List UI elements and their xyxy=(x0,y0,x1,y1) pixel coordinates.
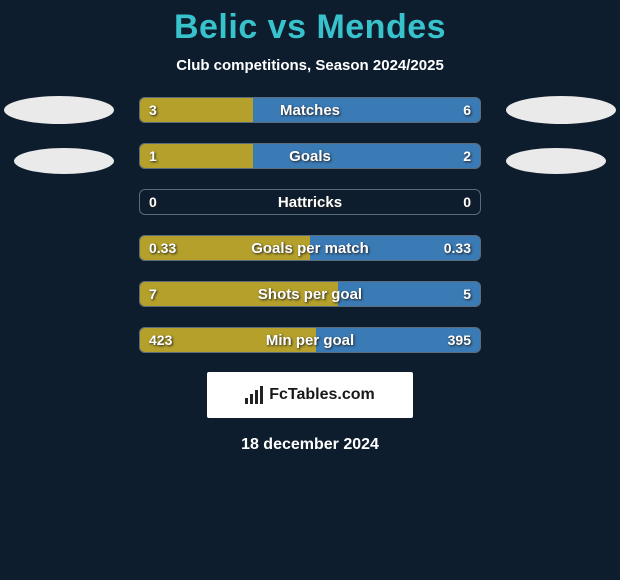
stat-row: 36Matches xyxy=(138,96,482,124)
stat-right-value: 0 xyxy=(463,189,471,215)
stat-row: 12Goals xyxy=(138,142,482,170)
stat-right-fill xyxy=(310,235,481,261)
stat-right-fill xyxy=(253,143,481,169)
brand-badge: FcTables.com xyxy=(207,372,413,418)
brand-text: FcTables.com xyxy=(269,386,375,404)
stat-left-fill xyxy=(139,143,253,169)
page-title: Belic vs Mendes xyxy=(0,0,620,47)
stat-left-value: 0 xyxy=(149,189,157,215)
stat-left-fill xyxy=(139,97,253,123)
stat-left-fill xyxy=(139,281,338,307)
brand-logo-icon xyxy=(245,386,263,404)
stat-right-fill xyxy=(316,327,481,353)
comparison-area: 36Matches 12Goals 0 0Hattricks 0.330.33Goals… xyxy=(0,96,620,354)
date-line: 18 december 2024 xyxy=(0,436,620,454)
stat-row: 75Shots per goal xyxy=(138,280,482,308)
stat-right-fill xyxy=(253,97,481,123)
subtitle: Club competitions, Season 2024/2025 xyxy=(0,57,620,74)
stat-row: 0.330.33Goals per match xyxy=(138,234,482,262)
stat-row: 0 0Hattricks xyxy=(138,188,482,216)
stat-left-fill xyxy=(139,235,310,261)
player-right-oval-2 xyxy=(506,148,606,174)
player-left-oval-1 xyxy=(4,96,114,124)
stat-outline xyxy=(139,189,481,215)
stat-row: 423395Min per goal xyxy=(138,326,482,354)
stat-left-fill xyxy=(139,327,316,353)
stat-label: Hattricks xyxy=(139,189,481,215)
player-left-oval-2 xyxy=(14,148,114,174)
stat-right-fill xyxy=(338,281,481,307)
player-right-oval-1 xyxy=(506,96,616,124)
